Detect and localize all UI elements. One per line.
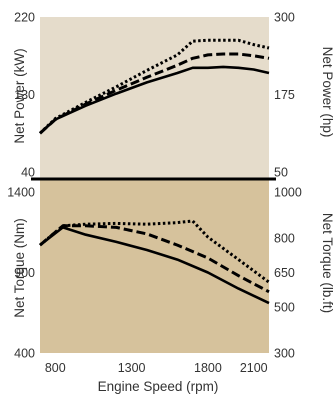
top-left-ticks: 220 130 40 <box>14 11 35 180</box>
bottom-series-lines <box>39 219 270 305</box>
power-kw-tick-label: 130 <box>14 88 35 102</box>
top-right-axis-title: Net Power (hp) <box>320 47 335 138</box>
power-kw-tick-label: 40 <box>21 166 35 180</box>
bottom-left-axis-title: Net Torque (Nm) <box>12 218 27 318</box>
torque-lbft-tick-label: 800 <box>274 232 295 246</box>
rpm-tick-label: 800 <box>45 361 66 375</box>
torque-solid-line <box>39 226 270 305</box>
top-panel-background <box>40 17 269 179</box>
rpm-tick-label: 1300 <box>118 361 146 375</box>
torque-dotted-line <box>39 219 270 284</box>
torque-lbft-tick-label: 1000 <box>274 186 302 200</box>
power-dotted-line <box>38 38 270 135</box>
x-ticks: 800 1300 1800 2100 <box>45 361 268 375</box>
top-series-lines <box>38 38 270 135</box>
power-solid-line <box>39 65 270 135</box>
top-left-axis-title: Net Power (kW) <box>12 48 27 143</box>
power-kw-tick-label: 220 <box>14 11 35 25</box>
torque-nm-tick-label: 900 <box>14 266 35 280</box>
torque-nm-tick-label: 400 <box>14 347 35 361</box>
bottom-left-ticks: 1400 900 400 <box>7 186 35 361</box>
torque-lbft-tick-label: 500 <box>274 301 295 315</box>
power-dashed-line <box>38 52 270 135</box>
rpm-tick-label: 1800 <box>194 361 222 375</box>
top-right-ticks: 300 175 50 <box>274 11 295 180</box>
power-hp-tick-label: 175 <box>274 88 295 102</box>
power-hp-tick-label: 300 <box>274 11 295 25</box>
torque-nm-tick-label: 1400 <box>7 186 35 200</box>
bottom-right-axis-title: Net Torque (lb.ft) <box>320 213 335 313</box>
x-axis-title: Engine Speed (rpm) <box>98 379 219 394</box>
rpm-tick-label: 2100 <box>240 361 268 375</box>
torque-dashed-line <box>39 224 270 294</box>
torque-lbft-tick-label: 300 <box>274 347 295 361</box>
power-hp-tick-label: 50 <box>274 166 288 180</box>
torque-lbft-tick-label: 650 <box>274 266 295 280</box>
bottom-right-ticks: 1000 800 650 500 300 <box>274 186 302 361</box>
bottom-panel-background <box>40 179 269 353</box>
